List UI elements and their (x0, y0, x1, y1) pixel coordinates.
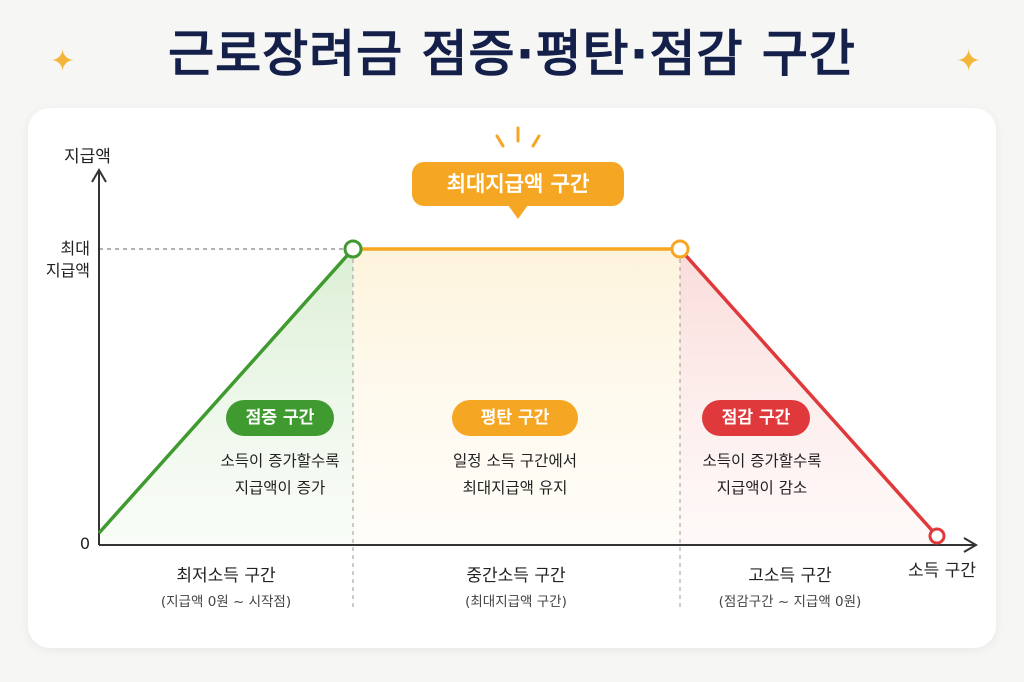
callout-tail (508, 205, 528, 219)
low-income-label: 최저소득 구간 (176, 566, 276, 586)
x-axis-label: 소득 구간 (908, 561, 976, 581)
decrease-line (678, 247, 939, 538)
decrease-description: 소득이 증가할수록 지급액이 감소 (702, 452, 822, 497)
y-max-label: 최대 지급액 (45, 239, 90, 280)
end-point-marker (928, 527, 946, 545)
sparkle-icon: ✦ (50, 44, 76, 79)
flat-badge: 평탄 구간 (452, 400, 578, 436)
decrease-badge: 점감 구간 (702, 400, 810, 436)
page-title: 근로장려금 점증·평탄·점감 구간 (168, 25, 856, 83)
highlight-rays-icon (495, 126, 541, 148)
y-axis-arrow (91, 168, 107, 183)
mid-income-sub: (최대지급액 구간) (465, 594, 567, 610)
increase-description: 소득이 증가할수록 지급액이 증가 (220, 452, 340, 497)
flat-description: 일정 소득 구간에서 최대지급액 유지 (453, 452, 577, 497)
max-payment-callout: 최대지급액 구간 (412, 162, 624, 206)
decrease-start-marker (670, 239, 690, 259)
start-point-marker (343, 239, 363, 259)
flat-area (353, 249, 680, 545)
increase-badge: 점증 구간 (226, 400, 334, 436)
y-zero-label: 0 (79, 534, 90, 553)
mid-income-label: 중간소득 구간 (466, 566, 566, 586)
sparkle-icon: ✦ (956, 44, 982, 79)
increase-line (97, 247, 355, 535)
increase-area (99, 249, 353, 545)
high-income-sub: (점감구간 ~ 지급액 0원) (718, 594, 862, 610)
high-income-label: 고소득 구간 (748, 566, 832, 586)
low-income-sub: (지급액 0원 ~ 시작점) (160, 594, 292, 610)
y-axis-label: 지급액 (64, 147, 111, 167)
x-axis-arrow (963, 537, 978, 553)
